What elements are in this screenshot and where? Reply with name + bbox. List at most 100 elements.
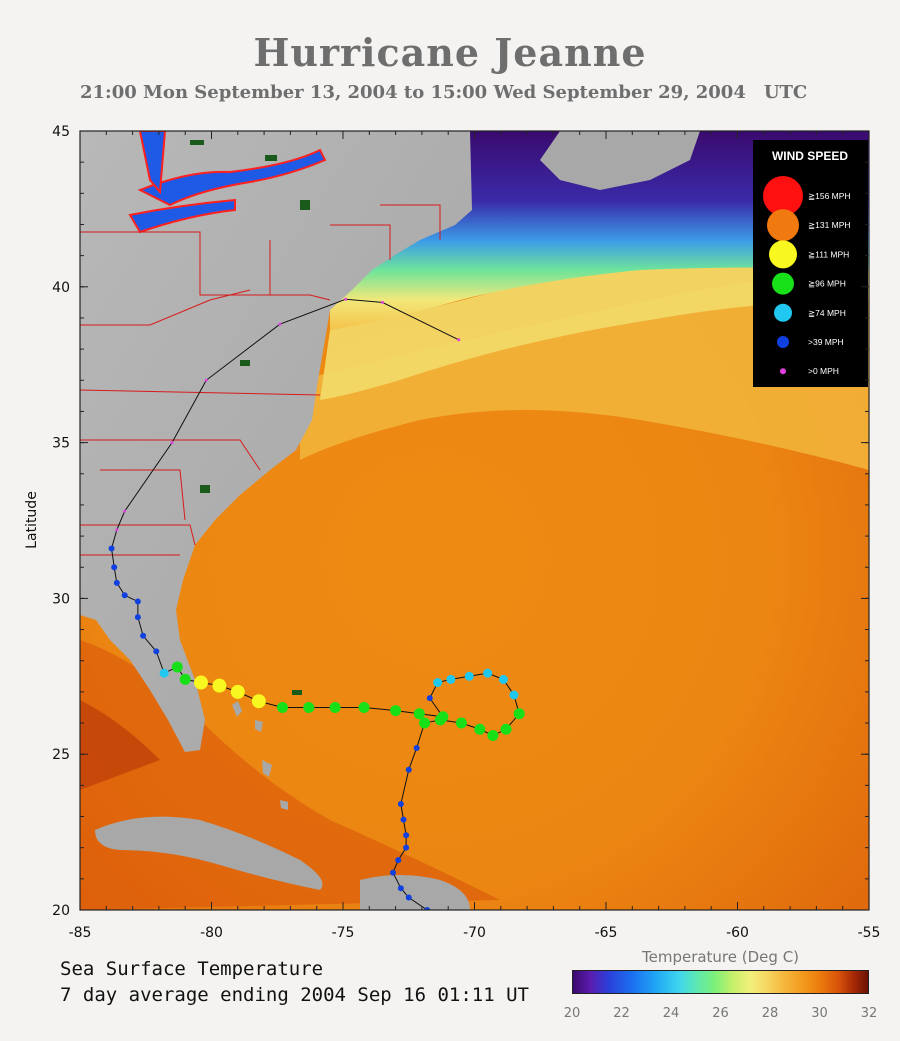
track-point xyxy=(437,711,449,723)
track-point xyxy=(455,717,467,729)
colorbar-tick-label: 24 xyxy=(662,1006,680,1021)
x-tick-label: -65 xyxy=(595,925,618,941)
colorbar-tick-label: 22 xyxy=(613,1006,630,1021)
track-point xyxy=(395,857,402,864)
track-point xyxy=(134,614,141,621)
track-point xyxy=(419,717,431,729)
legend-label: ≧156 MPH xyxy=(808,191,851,201)
track-point xyxy=(344,297,348,301)
y-tick-label: 20 xyxy=(52,903,70,919)
y-tick-label: 30 xyxy=(52,591,70,607)
colorbar-title: Temperature (Deg C) xyxy=(641,948,800,966)
legend-label: ≧131 MPH xyxy=(808,220,851,230)
track-point xyxy=(403,844,410,851)
cuba-land xyxy=(95,816,323,890)
y-tick-label: 40 xyxy=(52,280,70,296)
sst-label-line2: 7 day average ending 2004 Sep 16 01:11 U… xyxy=(60,984,529,1006)
x-tick-label: -55 xyxy=(858,925,881,941)
wind-speed-legend: WIND SPEED ≧156 MPH ≧131 MPH ≧111 MPH ≧96 M… xyxy=(753,140,868,387)
track-point xyxy=(513,708,525,720)
track-point xyxy=(153,648,160,655)
track-point xyxy=(424,907,431,910)
track-point xyxy=(230,684,245,699)
track-point xyxy=(204,378,208,382)
track-point xyxy=(498,674,508,684)
track-point xyxy=(487,730,499,742)
colorbar-tick-label: 26 xyxy=(712,1006,729,1021)
x-tick-label: -60 xyxy=(726,925,749,941)
track-point xyxy=(140,632,147,639)
track-point xyxy=(277,701,289,713)
track-point xyxy=(171,661,183,673)
track-point xyxy=(433,678,443,688)
legend-label: >39 MPH xyxy=(808,337,844,347)
track-point xyxy=(303,701,315,713)
track-point xyxy=(403,832,410,839)
y-axis-label: Latitude xyxy=(24,491,40,549)
colorbar-tick-label: 28 xyxy=(761,1006,779,1021)
track-point xyxy=(397,801,404,808)
track-point xyxy=(405,894,412,901)
colorbar-tick-label: 20 xyxy=(563,1006,581,1021)
track-point xyxy=(474,723,486,735)
track-point xyxy=(446,674,456,684)
track-point xyxy=(329,701,341,713)
track-point xyxy=(457,338,461,342)
legend-swatch xyxy=(777,336,789,348)
track-point xyxy=(380,300,384,304)
track-point xyxy=(170,441,174,445)
map-area: WIND SPEED ≧156 MPH ≧131 MPH ≧111 MPH ≧96 M… xyxy=(80,131,869,910)
legend-swatch xyxy=(780,368,786,375)
track-point xyxy=(397,885,404,892)
date-range-subtitle: 21:00 Mon September 13, 2004 to 15:00 We… xyxy=(80,82,880,103)
track-point xyxy=(108,545,115,552)
track-point xyxy=(212,678,227,693)
y-tick-label: 25 xyxy=(52,747,70,763)
x-tick-label: -85 xyxy=(69,925,92,941)
track-point xyxy=(159,668,169,678)
track-point xyxy=(413,708,425,720)
x-tick-label: -80 xyxy=(200,925,223,941)
legend-label: >0 MPH xyxy=(808,366,839,376)
legend-swatch xyxy=(767,209,799,242)
track-point xyxy=(123,509,127,513)
track-point xyxy=(426,695,433,702)
track-point xyxy=(500,723,512,735)
track-point xyxy=(134,598,141,605)
timezone-label: UTC xyxy=(763,82,808,103)
coastline-vegetation xyxy=(190,140,310,695)
colorbar-tick-label: 32 xyxy=(860,1006,878,1021)
track-point xyxy=(113,579,120,586)
track-point xyxy=(464,671,474,681)
x-tick-label: -75 xyxy=(332,925,355,941)
track-point xyxy=(179,673,191,685)
legend-swatch xyxy=(769,240,797,269)
legend-swatch xyxy=(774,303,792,322)
track-point xyxy=(509,690,519,700)
track-point xyxy=(115,528,119,532)
track-point xyxy=(405,766,412,773)
north-america-land xyxy=(80,131,472,752)
date-range-text: 21:00 Mon September 13, 2004 to 15:00 We… xyxy=(80,82,746,103)
track-point xyxy=(193,675,208,690)
track-points xyxy=(108,297,525,910)
track-point xyxy=(413,744,420,751)
state-borders xyxy=(80,204,441,556)
legend-swatch xyxy=(763,176,803,216)
track-point xyxy=(111,564,118,571)
y-tick-label: 35 xyxy=(52,436,70,452)
temperature-colorbar xyxy=(572,970,869,994)
legend-label: ≧74 MPH xyxy=(808,308,846,318)
track-point xyxy=(358,701,370,713)
legend-title: WIND SPEED xyxy=(772,149,848,163)
legend-label: ≧111 MPH xyxy=(808,249,849,259)
legend-label: ≧96 MPH xyxy=(808,279,846,289)
y-tick-label: 45 xyxy=(52,124,70,140)
legend-swatch xyxy=(772,272,794,295)
page-title: Hurricane Jeanne xyxy=(253,30,647,75)
track-point xyxy=(389,869,396,876)
track-point xyxy=(278,322,282,326)
x-tick-label: -70 xyxy=(463,925,486,941)
track-point xyxy=(400,816,407,823)
